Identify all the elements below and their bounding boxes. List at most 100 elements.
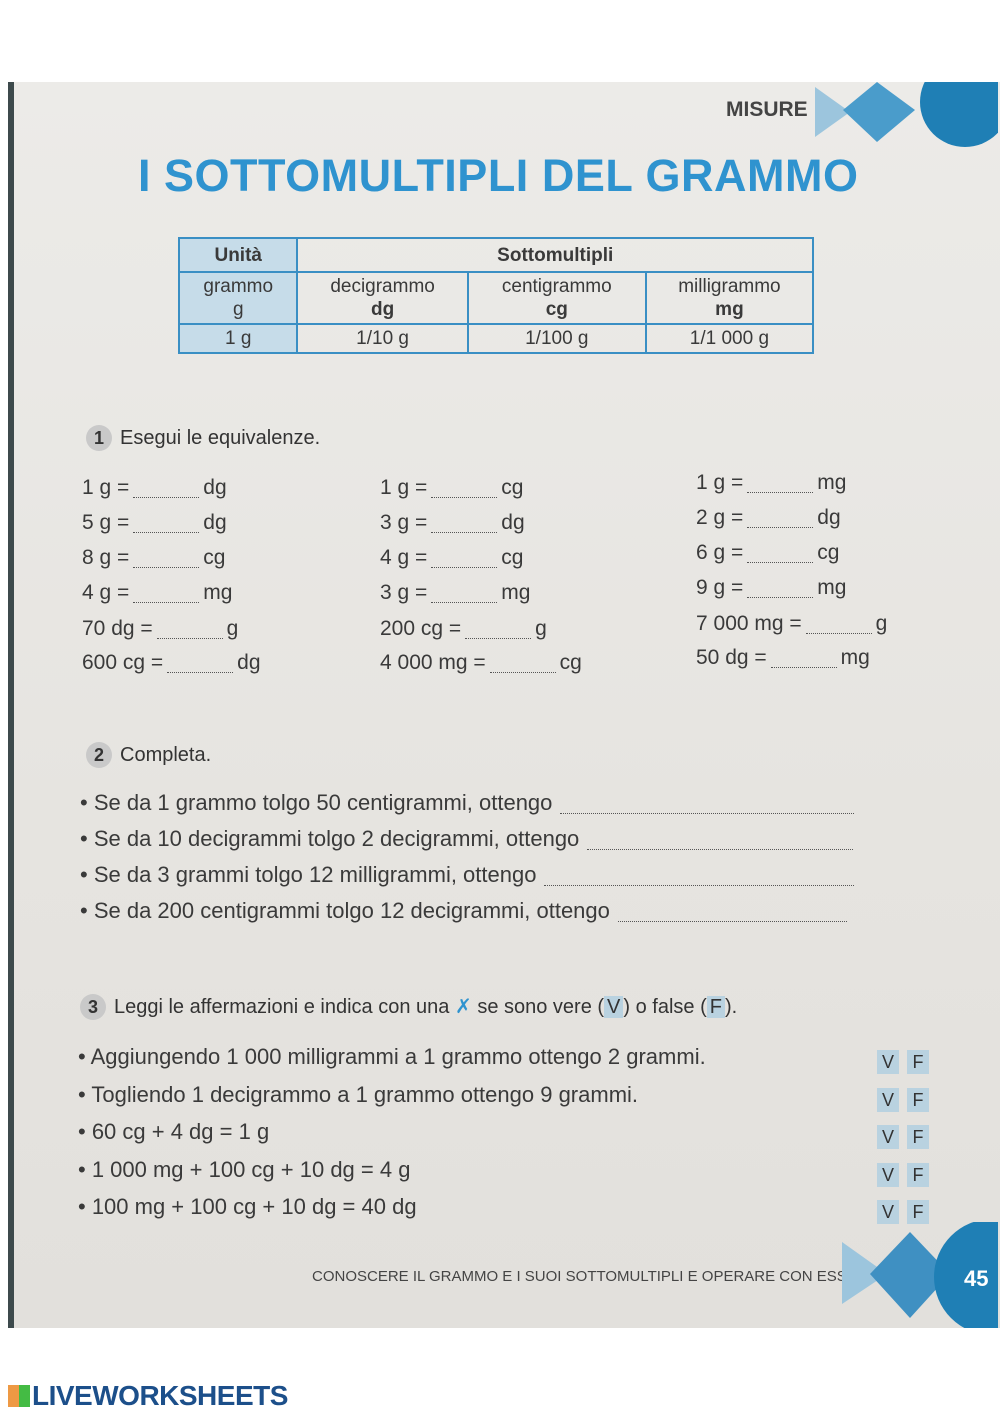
x-mark-icon: ✗ (454, 996, 472, 1018)
answer-input[interactable] (133, 478, 200, 498)
footer-decoration-icon (842, 1222, 998, 1328)
equivalence-left: 9 g = (696, 576, 744, 599)
equivalence-unit: g (226, 617, 239, 640)
equivalence-item: 9 g = mg (696, 576, 846, 600)
answer-input[interactable] (133, 583, 200, 603)
unit-value: 1/1 000 g (644, 323, 815, 354)
unit-name-cell: grammo g (177, 271, 299, 325)
equivalence-item: 4 g = mg (82, 581, 232, 605)
equivalence-left: 6 g = (696, 541, 744, 564)
false-button[interactable]: F (907, 1162, 929, 1187)
page-number: 45 (964, 1266, 989, 1291)
false-button[interactable]: F (907, 1087, 929, 1112)
equivalence-item: 3 g = dg (380, 511, 525, 535)
answer-input[interactable] (167, 653, 234, 673)
equivalence-unit: cg (501, 546, 524, 569)
equivalence-left: 1 g = (380, 476, 428, 499)
equivalence-item: 8 g = cg (82, 546, 225, 570)
answer-input[interactable] (431, 548, 498, 568)
exercise-1-heading: 1 Esegui le equivalenze. (86, 425, 320, 451)
complete-text: • Se da 3 grammi tolgo 12 milligrammi, o… (80, 862, 537, 887)
equivalence-unit: dg (203, 511, 227, 534)
logo-icon (8, 1385, 30, 1407)
answer-input[interactable] (747, 543, 814, 563)
true-button[interactable]: V (877, 1200, 899, 1224)
complete-item: • Se da 10 decigrammi tolgo 2 decigrammi… (80, 826, 854, 852)
answer-input[interactable] (617, 902, 847, 922)
complete-item: • Se da 3 grammi tolgo 12 milligrammi, o… (80, 862, 855, 888)
answer-input[interactable] (489, 653, 556, 673)
equivalence-item: 1 g = cg (380, 476, 523, 500)
equivalence-left: 1 g = (696, 471, 744, 494)
unit-name-cell: milligrammo mg (644, 271, 815, 325)
statement-text: • 100 mg + 100 cg + 10 dg = 40 dg (78, 1194, 417, 1219)
answer-input[interactable] (133, 548, 200, 568)
equivalence-unit: cg (559, 651, 582, 674)
equivalence-unit: mg (817, 471, 847, 494)
statement-item: • 100 mg + 100 cg + 10 dg = 40 dg (78, 1194, 417, 1220)
statement-text: • 60 cg + 4 dg = 1 g (78, 1119, 270, 1144)
equivalence-left: 3 g = (380, 581, 428, 604)
true-button[interactable]: V (877, 1050, 899, 1074)
true-button[interactable]: V (877, 1087, 899, 1112)
false-button[interactable]: F (907, 1050, 929, 1074)
true-button[interactable]: V (877, 1162, 899, 1187)
false-button[interactable]: F (907, 1125, 929, 1149)
answer-input[interactable] (770, 648, 837, 668)
statement-item: • 1 000 mg + 100 cg + 10 dg = 4 g (78, 1157, 410, 1183)
answer-input[interactable] (747, 578, 814, 598)
title-part: Leggi le affermazioni e indica con una (114, 996, 450, 1018)
unit-value: 1/10 g (296, 323, 469, 354)
answer-input[interactable] (431, 478, 498, 498)
answer-input[interactable] (156, 619, 223, 639)
exercise-title: Completa. (120, 744, 212, 766)
title-part: ) o false ( (623, 996, 707, 1018)
page-title: I SOTTOMULTIPLI DEL GRAMMO (138, 150, 859, 201)
title-part: se sono vere ( (477, 996, 605, 1018)
complete-item: • Se da 1 grammo tolgo 50 centigrammi, o… (80, 790, 855, 816)
statement-item: • Aggiungendo 1 000 milligrammi a 1 gram… (78, 1044, 706, 1070)
false-button[interactable]: F (907, 1200, 929, 1224)
equivalence-item: 50 dg = mg (696, 646, 870, 670)
exercise-3-heading: 3 Leggi le affermazioni e indica con una … (80, 994, 737, 1020)
true-button[interactable]: V (877, 1125, 899, 1149)
answer-input[interactable] (560, 794, 855, 814)
equivalence-left: 4 g = (82, 581, 130, 604)
equivalence-unit: cg (817, 541, 840, 564)
equivalence-unit: mg (840, 646, 870, 669)
equivalence-item: 1 g = mg (696, 471, 846, 495)
complete-text: • Se da 10 decigrammi tolgo 2 decigrammi… (80, 826, 580, 851)
equivalence-unit: g (535, 617, 547, 640)
answer-input[interactable] (431, 583, 498, 603)
statement-text: • Aggiungendo 1 000 milligrammi a 1 gram… (78, 1044, 706, 1069)
equivalence-left: 70 dg = (82, 617, 153, 640)
exercise-title: Esegui le equivalenze. (120, 427, 321, 449)
unit-symbol: g (232, 299, 244, 320)
equivalence-item: 600 cg = dg (82, 651, 261, 675)
equivalence-unit: g (875, 612, 888, 635)
table-header-submultiples: Sottomultipli (296, 237, 814, 273)
complete-text: • Se da 1 grammo tolgo 50 centigrammi, o… (80, 790, 553, 815)
answer-input[interactable] (544, 866, 855, 886)
answer-input[interactable] (747, 508, 814, 528)
equivalence-unit: mg (203, 581, 233, 604)
equivalence-item: 1 g = dg (82, 476, 227, 500)
answer-input[interactable] (747, 473, 814, 493)
answer-input[interactable] (133, 513, 200, 533)
answer-input[interactable] (431, 513, 498, 533)
equivalence-unit: dg (203, 476, 227, 499)
answer-input[interactable] (587, 830, 854, 850)
complete-text: • Se da 200 centigrammi tolgo 12 decigra… (80, 898, 610, 923)
answer-input[interactable] (465, 619, 532, 639)
equivalence-item: 4 000 mg = cg (380, 651, 582, 675)
answer-input[interactable] (805, 614, 872, 634)
equivalence-unit: mg (501, 581, 531, 604)
units-table: Unità Sottomultipli grammo g decigrammo dg ce… (177, 237, 815, 354)
equivalence-item: 2 g = dg (696, 506, 841, 530)
statement-text: • 1 000 mg + 100 cg + 10 dg = 4 g (78, 1156, 411, 1182)
statement-text: • Togliendo 1 decigrammo a 1 grammo otte… (78, 1081, 639, 1107)
equivalence-unit: dg (817, 506, 841, 529)
